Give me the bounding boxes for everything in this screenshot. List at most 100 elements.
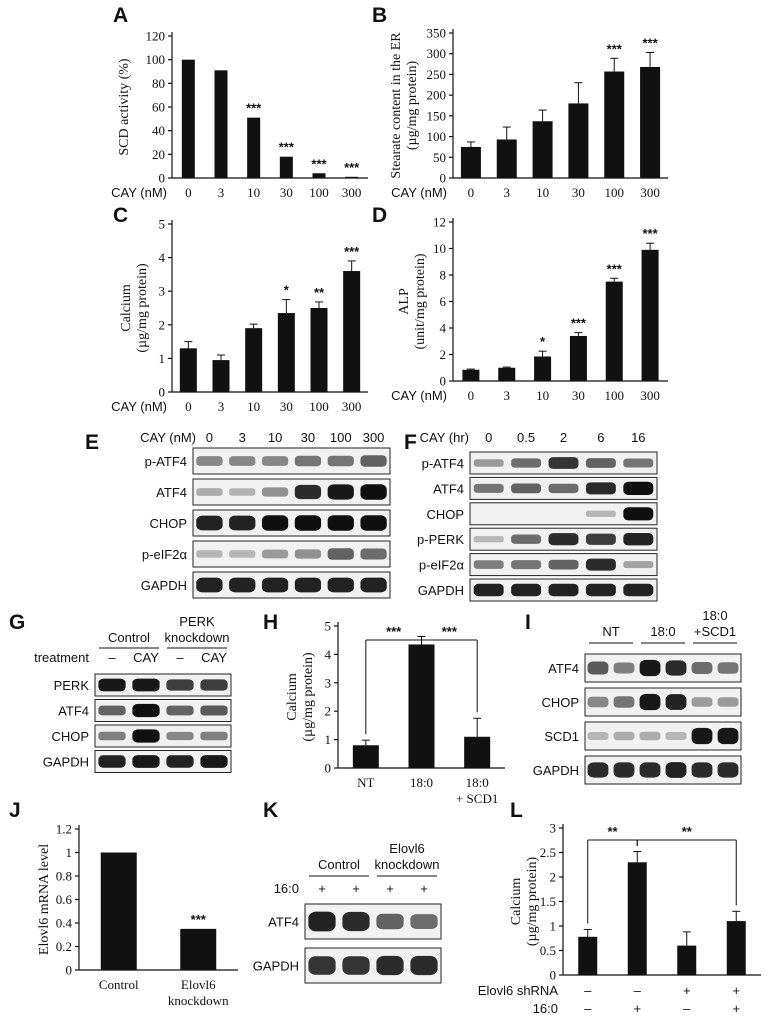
y-tick-label: 1 <box>325 732 332 747</box>
band <box>717 662 739 674</box>
blot-row-label: p-ATF4 <box>145 454 187 469</box>
band <box>473 560 504 569</box>
group-label: 18:0 <box>650 624 675 639</box>
chart-a: 0 20 40 60 80 100 120 SCD activity (%) 0 3 *** 10 **… <box>111 29 368 200</box>
band <box>639 731 661 741</box>
band <box>196 550 223 558</box>
y-tick-label: 2 <box>325 704 332 719</box>
band <box>196 577 223 593</box>
lane-label: 0 <box>485 430 492 445</box>
bar <box>408 644 435 768</box>
y-tick-label: 6 <box>440 294 447 309</box>
bar <box>181 59 195 178</box>
y-tick-label: 80 <box>152 76 165 91</box>
band <box>717 697 739 707</box>
band <box>261 577 289 593</box>
band <box>229 550 256 558</box>
band <box>342 956 370 975</box>
bar <box>279 156 293 178</box>
y-tick-label: 2 <box>159 317 166 332</box>
x-tick-label: 100 <box>309 185 329 200</box>
band <box>511 458 542 468</box>
blot-row-label: ATF4 <box>433 481 464 496</box>
bar <box>352 745 379 768</box>
band <box>308 956 336 975</box>
bracket-label: *** <box>442 624 458 639</box>
blot-row-label: GAPDH <box>418 583 464 598</box>
blot-row-label: SCD1 <box>544 729 579 744</box>
lane-label: – <box>176 650 184 665</box>
condition-mark: + <box>732 983 740 998</box>
band <box>410 955 438 976</box>
band <box>360 484 387 500</box>
blot-strip <box>584 653 742 683</box>
band <box>511 483 542 494</box>
blot-strip <box>469 502 658 526</box>
panel-letter-i: I <box>525 611 531 634</box>
group-label: 18:0 <box>702 608 727 623</box>
band <box>327 484 354 500</box>
x-tick-label: 0 <box>185 399 192 414</box>
bar <box>345 176 359 178</box>
y-axis-label: Elovl6 mRNA level <box>37 844 52 955</box>
y-tick-label: 0 <box>159 385 166 400</box>
bar <box>569 335 587 381</box>
significance-label: *** <box>246 101 262 116</box>
band <box>587 696 609 708</box>
band <box>665 762 687 778</box>
condition-mark: + <box>732 1001 740 1016</box>
x-tick-label: 10 <box>247 399 260 414</box>
significance-label: *** <box>642 35 658 50</box>
y-axis-label-unit: (µg/mg protein) <box>135 263 150 353</box>
y-tick-label: 0 <box>325 761 332 776</box>
lane-label: CAY <box>133 650 159 665</box>
y-tick-label: 40 <box>152 123 165 138</box>
band <box>511 583 542 597</box>
y-tick-label: 20 <box>152 147 165 162</box>
x-tick-label: 0 <box>468 185 475 200</box>
band <box>294 515 322 531</box>
bar <box>277 313 295 392</box>
lane-label: 0 <box>206 430 213 445</box>
significance-label: * <box>540 334 546 349</box>
blot-strip <box>584 721 742 751</box>
band <box>294 577 322 593</box>
panel-letter-a: A <box>113 4 128 27</box>
x-tick-label: 3 <box>504 388 511 403</box>
y-tick-label: 0 <box>440 171 447 186</box>
group-label-control: Control <box>108 630 150 645</box>
bar <box>496 139 517 178</box>
blot-row-label: PERK <box>54 678 90 693</box>
band <box>585 482 616 495</box>
y-tick-label: 0 <box>159 171 166 186</box>
y-axis-label: SCD activity (%) <box>117 58 132 156</box>
blot-strip <box>192 540 391 568</box>
band <box>639 659 661 677</box>
blot-strip <box>94 673 232 697</box>
band <box>261 515 289 531</box>
band <box>132 729 160 743</box>
blot-strip <box>469 451 658 475</box>
blot-f <box>469 451 658 602</box>
y-tick-label: 0.4 <box>56 916 73 931</box>
y-tick-label: 1 <box>550 919 557 934</box>
y-tick-label: 2.5 <box>540 845 556 860</box>
band <box>196 488 223 496</box>
blot-strip <box>94 750 232 773</box>
band <box>585 510 616 517</box>
x-tick-label: 3 <box>504 185 511 200</box>
band <box>623 507 654 521</box>
blot-strip <box>192 509 391 537</box>
bar <box>100 852 137 970</box>
y-tick-label: 5 <box>159 217 166 232</box>
group-label: NT <box>602 624 619 639</box>
blot-g <box>94 673 232 773</box>
band <box>691 762 713 778</box>
band <box>410 914 438 929</box>
band <box>360 548 387 560</box>
x-tick-label: NT <box>357 775 374 790</box>
blot-row-label: ATF4 <box>156 485 187 500</box>
x-tick-label: 0 <box>185 185 192 200</box>
band <box>548 583 579 597</box>
